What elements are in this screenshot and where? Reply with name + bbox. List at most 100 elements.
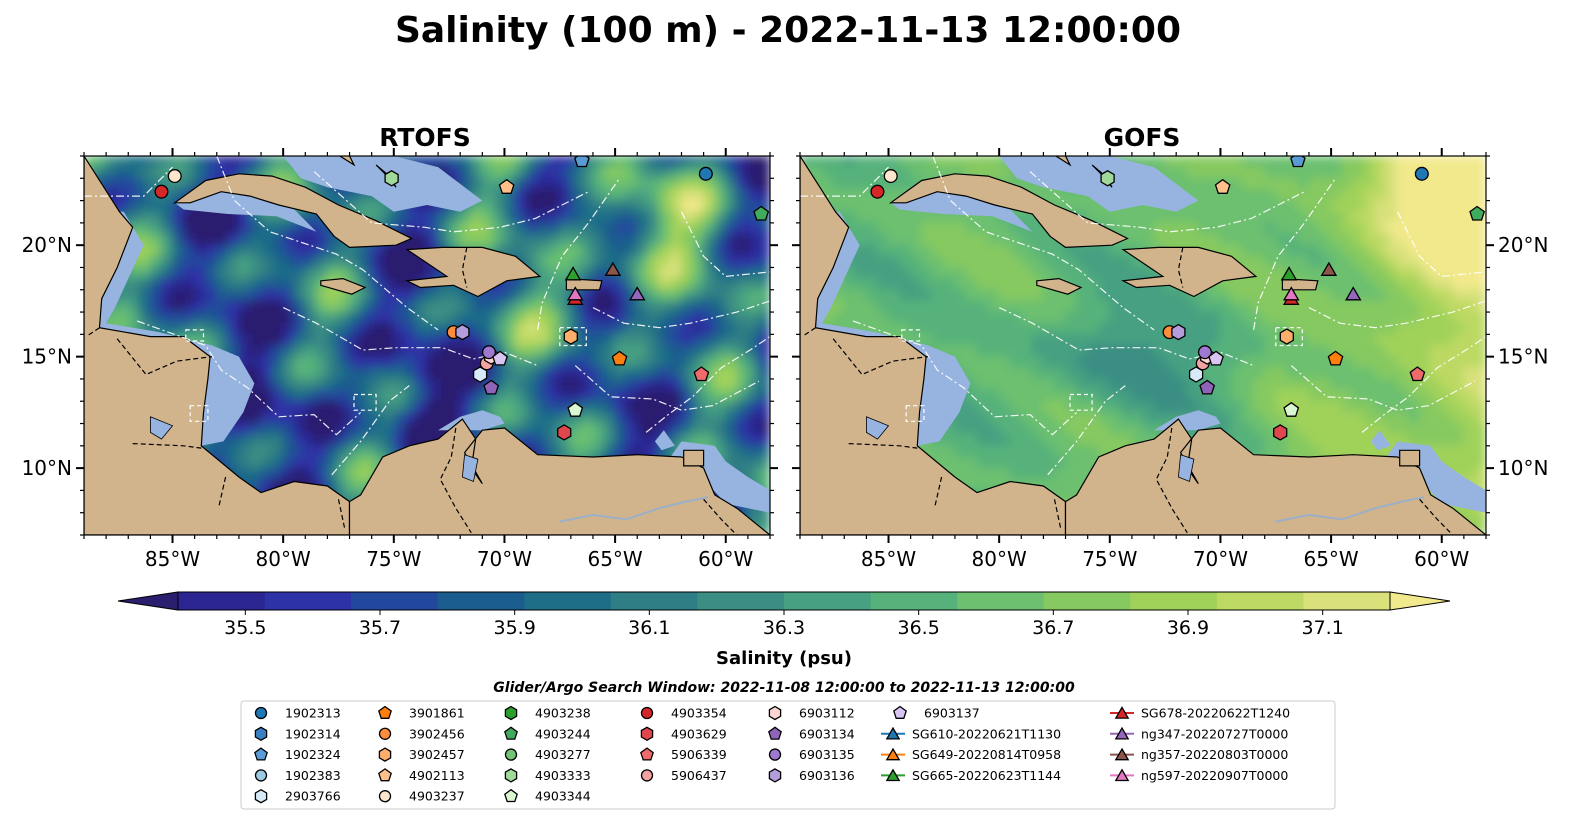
marker-6903135 xyxy=(481,345,496,360)
land-hispaniola xyxy=(1121,246,1258,298)
lon-tick-label: 85°W xyxy=(145,547,200,571)
marker-4903629 xyxy=(1273,424,1288,441)
legend-marker xyxy=(254,706,268,720)
legend-label: 1902383 xyxy=(285,768,341,783)
marker-ng357-20220803T0000 xyxy=(604,261,622,276)
legend-marker xyxy=(640,747,654,761)
legend-label: 4902113 xyxy=(409,768,465,783)
legend-label: 6903137 xyxy=(924,706,980,721)
marker-4902113 xyxy=(498,178,515,194)
lat-tick-label: 20°N xyxy=(22,233,72,257)
marker-SG665-20220623T1144 xyxy=(564,266,582,281)
eez-boundary xyxy=(680,211,770,278)
marker-ng597-20220907T0000 xyxy=(566,286,584,301)
marker-4903333 xyxy=(384,170,399,187)
lat-tick-label: 10°N xyxy=(22,456,72,480)
marine-area xyxy=(559,327,587,347)
country-border xyxy=(132,443,202,449)
marker-ng347-20220727T0000 xyxy=(1344,286,1362,301)
marker-6903135 xyxy=(1197,345,1212,360)
marker-5906339 xyxy=(693,366,710,382)
legend-label: 4903238 xyxy=(535,706,591,721)
legend-marker xyxy=(768,768,782,783)
legend-marker xyxy=(885,768,901,782)
legend-marker xyxy=(1114,768,1130,782)
search-window-text: Glider/Argo Search Window: 2022-11-08 12… xyxy=(493,680,1075,696)
country-border xyxy=(461,247,468,288)
colorbar-cell xyxy=(1043,592,1131,610)
map-body-gofs xyxy=(799,155,1487,536)
colorbar-tick-label: 35.9 xyxy=(494,617,536,639)
shallow-shelf xyxy=(890,191,1033,232)
shallow-shelf xyxy=(283,156,483,212)
colorbar-tick-label: 37.1 xyxy=(1302,617,1344,639)
colorbar-cell xyxy=(437,592,525,610)
eez-boundary xyxy=(84,166,173,197)
colorbar-cell xyxy=(870,592,958,610)
colorbar-cell xyxy=(1216,592,1305,610)
legend-label: 5906339 xyxy=(671,747,727,762)
colorbar-cell xyxy=(610,592,699,610)
land-jamaica xyxy=(1036,277,1083,295)
legend-label: 3902457 xyxy=(409,747,465,762)
colorbar-extend-low xyxy=(117,591,179,611)
country-border xyxy=(848,443,918,449)
map-body-rtofs xyxy=(83,155,771,536)
marine-area xyxy=(1275,327,1303,347)
land-centralAmerica xyxy=(84,156,351,535)
marker-3902457 xyxy=(1279,328,1294,345)
marker-6903136 xyxy=(455,323,470,341)
legend-label: 4903277 xyxy=(535,747,591,762)
legend-label: 2903766 xyxy=(285,789,341,804)
lon-tick-label: 60°W xyxy=(698,547,753,571)
map-frame xyxy=(83,155,771,536)
legend-label: ng357-20220803T0000 xyxy=(1141,747,1288,762)
country-border xyxy=(801,327,816,338)
marker-4903629 xyxy=(557,424,572,441)
colorbar-extend-high xyxy=(1389,591,1451,611)
lon-tick-label: 65°W xyxy=(587,547,642,571)
legend-label: 1902313 xyxy=(285,706,341,721)
colorbar: 35.5 35.7 35.9 36.1 36.3 36.5 36.7 36.9 37.1 Sal… xyxy=(117,591,1451,669)
legend-marker xyxy=(885,747,901,761)
legend-marker xyxy=(504,726,518,740)
axis-ticks-rtofs: 85°W 80°W 75°W 70°W 65°W 60°W 20°N 15°N 10°N xyxy=(22,148,778,571)
lon-tick-label: 70°W xyxy=(477,547,532,571)
legend-marker xyxy=(378,768,392,782)
marker-6903137 xyxy=(1208,350,1224,366)
marker-6903137 xyxy=(492,350,508,366)
colorbar-cell xyxy=(524,592,612,610)
axis-ticks-gofs: 85°W 80°W 75°W 70°W 65°W 60°W 20°N 15°N 10°N xyxy=(792,148,1548,571)
country-border xyxy=(337,499,346,531)
legend-marker xyxy=(640,769,654,782)
country-border xyxy=(218,476,227,507)
legend-marker xyxy=(254,769,268,782)
legend-marker xyxy=(1114,706,1130,719)
colorbar-tick-label: 36.7 xyxy=(1032,617,1074,639)
land-centralAmerica xyxy=(800,156,1067,535)
marker-SG665-20220623T1144 xyxy=(1280,266,1298,281)
legend-marker xyxy=(640,726,654,742)
legend-label: 1902324 xyxy=(285,747,341,762)
lon-tick-label: 75°W xyxy=(1082,547,1137,571)
eez-boundary xyxy=(574,365,760,411)
eez-boundary xyxy=(1029,171,1305,233)
land-bahamas2 xyxy=(375,164,397,188)
marker-3901861 xyxy=(611,350,628,366)
land-bahamas2 xyxy=(1091,164,1113,188)
land-bahamas1 xyxy=(338,156,356,167)
eez-boundary xyxy=(1361,336,1486,433)
legend-label: ng597-20220907T0000 xyxy=(1141,768,1288,783)
marker-5906339 xyxy=(1409,366,1426,382)
lon-tick-label: 85°W xyxy=(861,547,916,571)
legend-label: 3902456 xyxy=(409,726,465,741)
marker-4903237 xyxy=(883,169,898,184)
eez-boundary xyxy=(1047,385,1126,476)
marker-1902324 xyxy=(574,156,590,168)
marker-3902457 xyxy=(563,328,578,345)
colorbar-cell xyxy=(784,592,872,610)
legend-label: 6903134 xyxy=(799,726,855,741)
lake xyxy=(866,416,890,440)
marker-6903134 xyxy=(483,379,500,395)
